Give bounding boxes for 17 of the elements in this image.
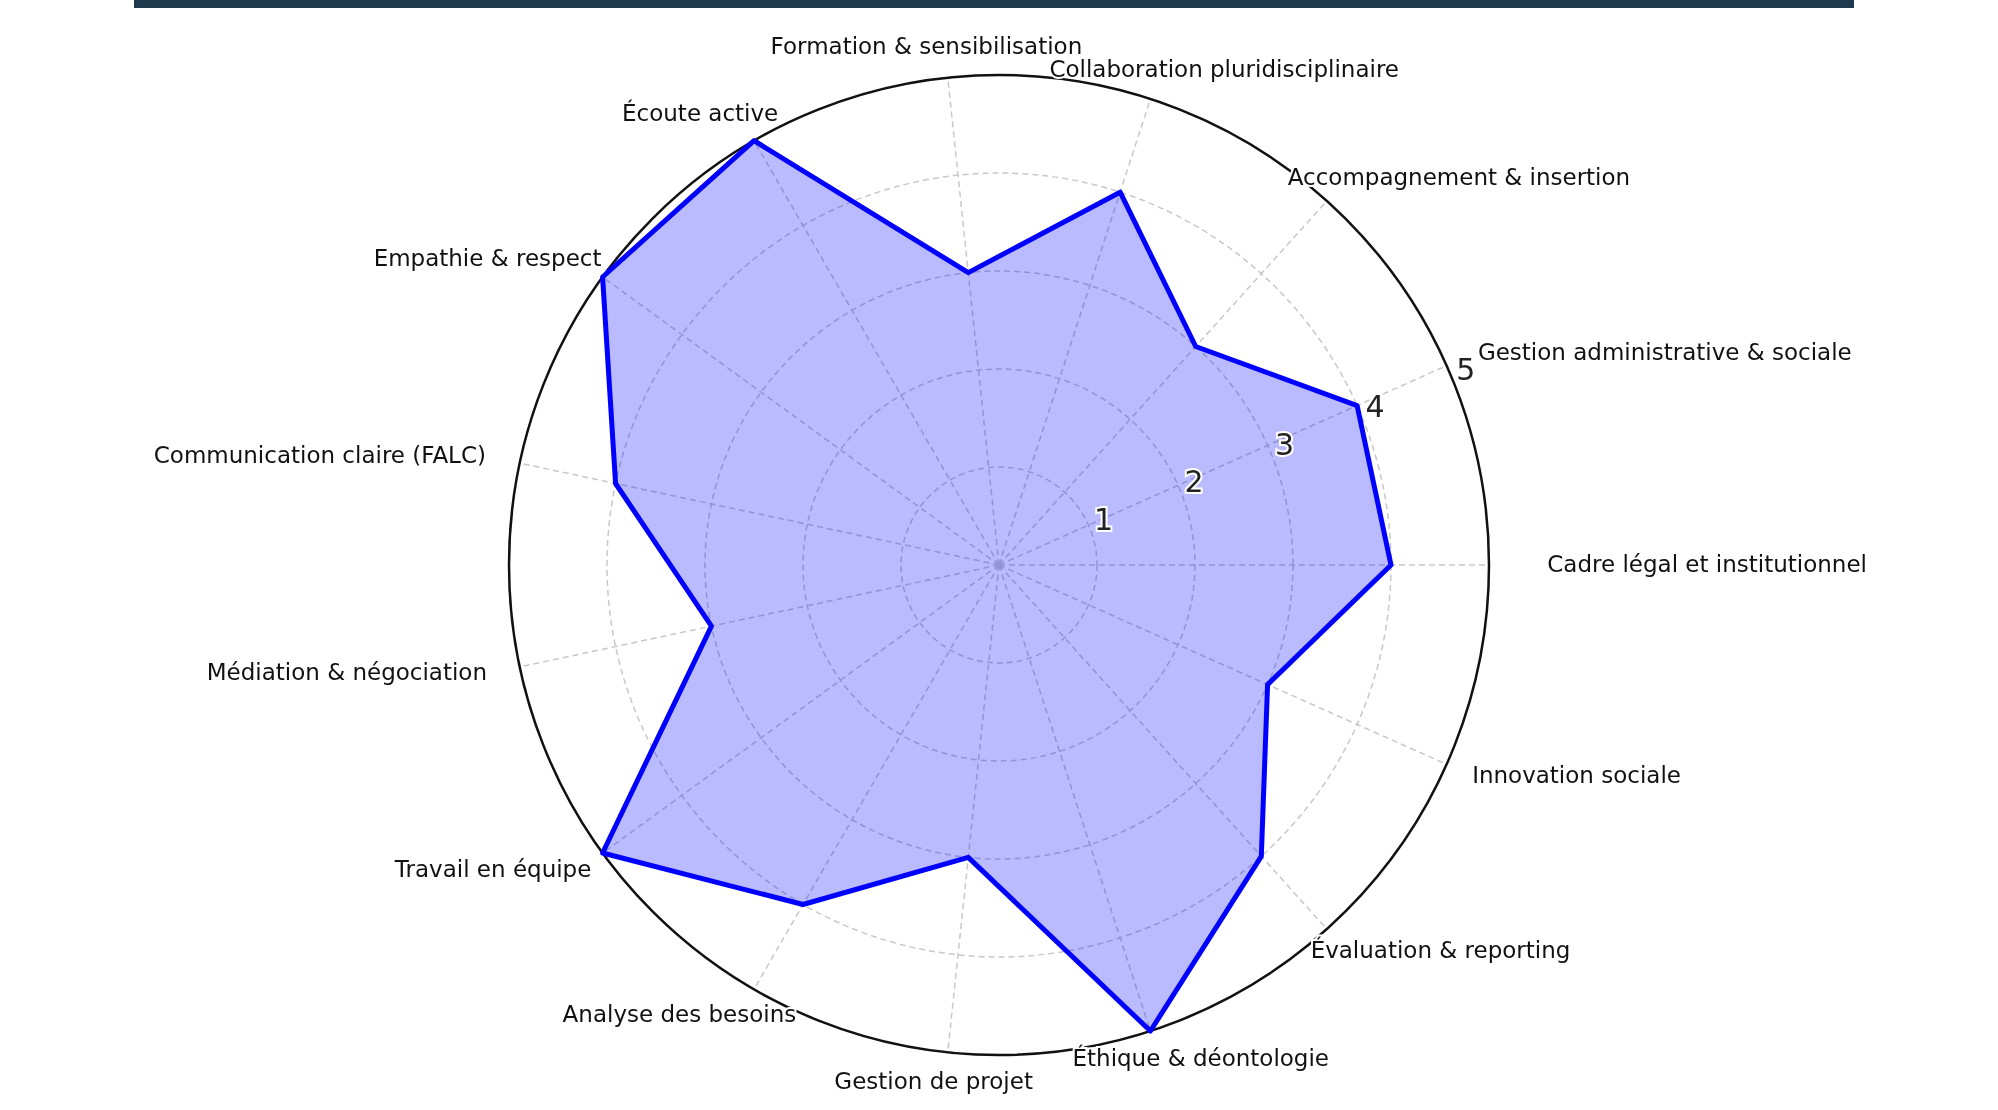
y-tick-label: 4 — [1365, 389, 1385, 425]
spoke-label: Analyse des besoins — [562, 1000, 797, 1027]
spoke-label: Travail en équipe — [393, 856, 592, 883]
spoke-label: Cadre légal et institutionnel — [1547, 550, 1867, 577]
spoke-label: Gestion de projet — [834, 1067, 1033, 1094]
y-tick-label: 1 — [1093, 502, 1114, 537]
spoke-label: Communication claire (FALC) — [153, 442, 486, 469]
spoke-label: Innovation sociale — [1472, 762, 1681, 788]
spoke-label: Éthique & déontologie — [1072, 1044, 1330, 1072]
y-tick-label: 3 — [1275, 426, 1295, 462]
y-tick-label: 5 — [1456, 351, 1476, 387]
spoke-label: Empathie & respect — [373, 244, 602, 271]
spoke-label: Écoute active — [622, 99, 779, 127]
spoke-label: Médiation & négociation — [206, 658, 488, 685]
y-tick-label: 2 — [1184, 464, 1204, 500]
spoke-label: Évaluation & reporting — [1310, 935, 1571, 963]
spoke-label: Gestion administrative & sociale — [1477, 339, 1852, 365]
